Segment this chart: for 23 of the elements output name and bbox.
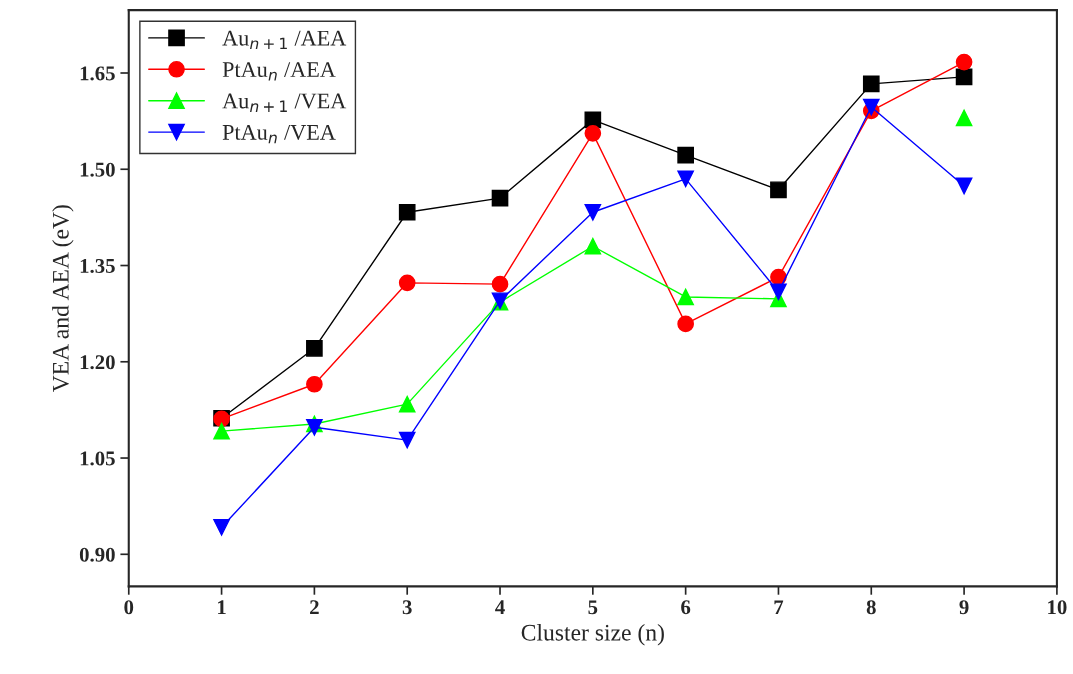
x-tick-label: 10 (1048, 600, 1067, 615)
legend-label: Au$_{n+1}$ /AEA (222, 30, 347, 50)
y-tick-label: 1.05 (80, 451, 115, 466)
x-tick-label: 3 (402, 600, 412, 615)
legend-label: Au$_{n+1}$ /VEA (222, 93, 347, 112)
y-tick-label: 1.65 (80, 66, 115, 81)
x-tick-label: 4 (495, 600, 505, 615)
legend-label: PtAu$_{n}$ /VEA (222, 124, 336, 144)
y-tick-label: 1.20 (80, 355, 115, 370)
y-tick-label: 1.35 (80, 258, 115, 274)
x-tick-label: 0 (124, 600, 134, 615)
x-tick-label: 6 (681, 600, 691, 615)
x-tick-label: 5 (588, 600, 598, 615)
x-tick-label: 1 (218, 600, 226, 615)
y-tick-label: 1.50 (80, 162, 115, 177)
legend-label: PtAu$_{n}$ /AEA (222, 62, 336, 81)
y-axis-title: VEA and AEA (eV) (52, 205, 74, 393)
x-tick-label: 9 (959, 600, 969, 615)
x-tick-label: 7 (774, 600, 784, 615)
x-tick-label: 8 (866, 600, 876, 615)
y-tick-label: 0.90 (79, 547, 115, 562)
x-tick-label: 2 (310, 600, 319, 615)
x-axis-title: Cluster size (n) (521, 624, 664, 646)
